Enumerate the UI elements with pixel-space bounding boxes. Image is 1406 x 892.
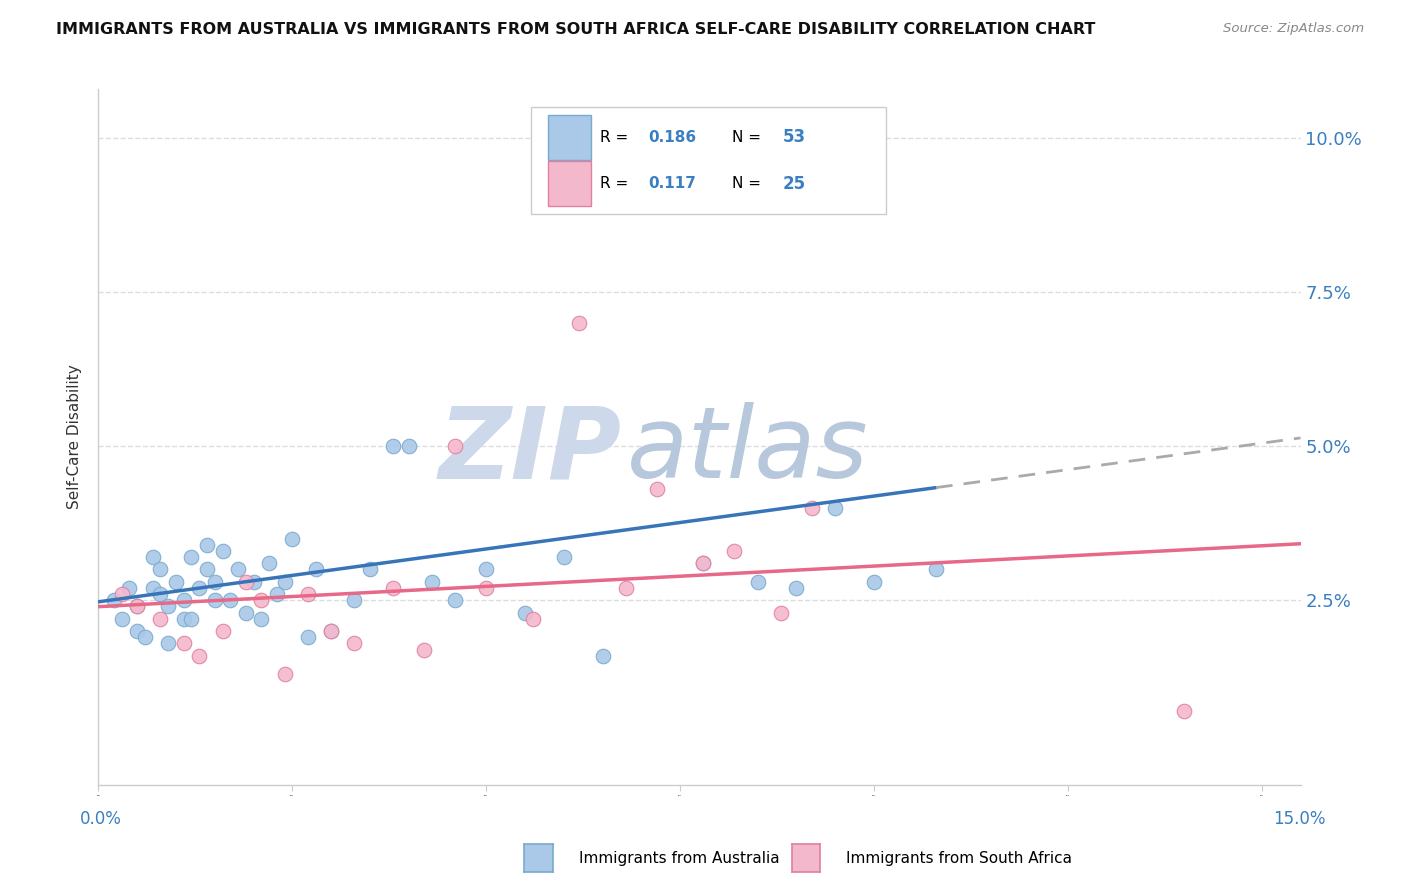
- Point: [273, 574, 295, 589]
- Point: [134, 630, 156, 644]
- Point: [173, 612, 195, 626]
- Point: [614, 193, 637, 207]
- Point: [785, 581, 807, 595]
- Point: [180, 612, 202, 626]
- Point: [343, 636, 366, 650]
- Text: N =: N =: [733, 177, 766, 191]
- Point: [235, 606, 257, 620]
- Point: [165, 574, 187, 589]
- Point: [800, 500, 823, 515]
- Text: atlas: atlas: [627, 402, 869, 500]
- Point: [592, 648, 614, 663]
- Point: [266, 587, 288, 601]
- Point: [1173, 704, 1195, 718]
- Point: [692, 557, 714, 571]
- Point: [692, 557, 714, 571]
- Text: 0.117: 0.117: [648, 177, 696, 191]
- Text: 0.0%: 0.0%: [80, 810, 122, 828]
- Y-axis label: Self-Care Disability: Self-Care Disability: [67, 365, 83, 509]
- Point: [149, 562, 172, 576]
- Text: 25: 25: [782, 175, 806, 193]
- Point: [925, 562, 948, 576]
- Point: [127, 624, 149, 638]
- Point: [235, 574, 257, 589]
- Point: [297, 630, 319, 644]
- Point: [824, 500, 846, 515]
- Point: [211, 624, 233, 638]
- Point: [111, 612, 134, 626]
- Point: [444, 439, 467, 453]
- Text: Immigrants from Australia: Immigrants from Australia: [579, 851, 780, 865]
- Point: [219, 593, 242, 607]
- Point: [297, 587, 319, 601]
- Point: [157, 599, 180, 614]
- Point: [180, 550, 202, 565]
- Text: ZIP: ZIP: [439, 402, 621, 500]
- Point: [747, 574, 769, 589]
- Point: [645, 483, 668, 497]
- Point: [319, 624, 342, 638]
- Text: IMMIGRANTS FROM AUSTRALIA VS IMMIGRANTS FROM SOUTH AFRICA SELF-CARE DISABILITY C: IMMIGRANTS FROM AUSTRALIA VS IMMIGRANTS …: [56, 22, 1095, 37]
- Text: Source: ZipAtlas.com: Source: ZipAtlas.com: [1223, 22, 1364, 36]
- Point: [475, 581, 498, 595]
- Point: [420, 574, 443, 589]
- Point: [250, 593, 273, 607]
- Point: [111, 587, 134, 601]
- Point: [444, 593, 467, 607]
- Text: R =: R =: [600, 177, 633, 191]
- Point: [281, 532, 304, 546]
- Point: [522, 612, 544, 626]
- Point: [103, 593, 125, 607]
- Point: [173, 593, 195, 607]
- Text: R =: R =: [600, 130, 633, 145]
- Point: [149, 587, 172, 601]
- Point: [157, 636, 180, 650]
- FancyBboxPatch shape: [548, 161, 592, 206]
- Point: [568, 316, 591, 330]
- Point: [127, 599, 149, 614]
- Point: [149, 612, 172, 626]
- Point: [304, 562, 326, 576]
- Point: [204, 593, 226, 607]
- Point: [614, 581, 637, 595]
- Point: [273, 667, 295, 681]
- Text: 53: 53: [782, 128, 806, 146]
- Text: 15.0%: 15.0%: [1272, 810, 1326, 828]
- Text: 0.186: 0.186: [648, 130, 696, 145]
- Point: [173, 636, 195, 650]
- Point: [319, 624, 342, 638]
- Point: [188, 648, 211, 663]
- Point: [863, 574, 886, 589]
- Point: [204, 574, 226, 589]
- Point: [257, 557, 280, 571]
- Point: [142, 581, 165, 595]
- Point: [195, 538, 218, 552]
- Text: Immigrants from South Africa: Immigrants from South Africa: [846, 851, 1073, 865]
- Point: [382, 439, 405, 453]
- FancyBboxPatch shape: [548, 115, 592, 160]
- Point: [142, 550, 165, 565]
- Point: [343, 593, 366, 607]
- Point: [398, 439, 420, 453]
- Point: [553, 550, 575, 565]
- Point: [242, 574, 264, 589]
- Text: N =: N =: [733, 130, 766, 145]
- Point: [359, 562, 381, 576]
- Point: [513, 606, 536, 620]
- Point: [645, 162, 668, 177]
- Point: [723, 544, 745, 558]
- Point: [195, 562, 218, 576]
- Point: [127, 599, 149, 614]
- Point: [475, 562, 498, 576]
- Point: [211, 544, 233, 558]
- Point: [413, 642, 436, 657]
- Point: [769, 606, 792, 620]
- Point: [250, 612, 273, 626]
- Point: [382, 581, 405, 595]
- Point: [118, 581, 141, 595]
- Point: [188, 581, 211, 595]
- FancyBboxPatch shape: [531, 106, 886, 214]
- Point: [226, 562, 249, 576]
